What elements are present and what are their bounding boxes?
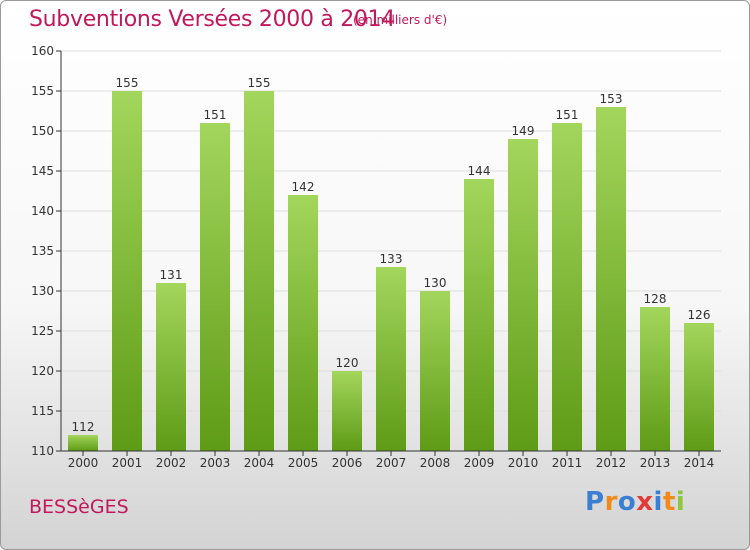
logo-letter: x [636, 487, 654, 517]
data-label-2013: 128 [644, 292, 667, 306]
data-label-2009: 144 [468, 164, 491, 178]
y-tick-label: 135 [31, 244, 54, 258]
bars: 112 155 131 151 155 142 120 133 130 144 149 151 153 1… [68, 76, 714, 451]
x-tick-label: 2007 [376, 456, 407, 470]
y-tick-label: 120 [31, 364, 54, 378]
x-tick-label: 2000 [68, 456, 99, 470]
logo-letter: P [585, 487, 605, 517]
bar-2008 [420, 291, 450, 451]
data-label-2003: 151 [204, 108, 227, 122]
data-label-2011: 151 [556, 108, 579, 122]
y-tick-label: 110 [31, 444, 54, 458]
x-tick-label: 2003 [200, 456, 231, 470]
bar-2007 [376, 267, 406, 451]
x-tick-label: 2001 [112, 456, 143, 470]
y-tick-label: 130 [31, 284, 54, 298]
bar-2013 [640, 307, 670, 451]
bar-2003 [200, 123, 230, 451]
x-tick-label: 2005 [288, 456, 319, 470]
bar-2000 [68, 435, 98, 451]
y-tick-label: 125 [31, 324, 54, 338]
bar-2006 [332, 371, 362, 451]
y-tick-label: 150 [31, 124, 54, 138]
chart-title: Subventions Versées 2000 à 2014 [29, 7, 396, 32]
x-tick-label: 2013 [640, 456, 671, 470]
y-tick-label: 145 [31, 164, 54, 178]
x-tick-label: 2010 [508, 456, 539, 470]
y-tick-label: 160 [31, 44, 54, 58]
y-tick-label: 115 [31, 404, 54, 418]
bar-2004 [244, 91, 274, 451]
data-label-2001: 155 [116, 76, 139, 90]
bar-2012 [596, 107, 626, 451]
x-tick-label: 2014 [684, 456, 715, 470]
x-tick-label: 2004 [244, 456, 275, 470]
bar-2001 [112, 91, 142, 451]
commune-name: BESSèGES [29, 496, 129, 518]
data-label-2007: 133 [380, 252, 403, 266]
bar-2005 [288, 195, 318, 451]
logo-letter: i [675, 487, 686, 517]
x-tick-label: 2012 [596, 456, 627, 470]
data-label-2004: 155 [248, 76, 271, 90]
logo-letter: i [653, 487, 663, 517]
data-label-2010: 149 [512, 124, 535, 138]
data-label-2006: 120 [336, 356, 359, 370]
logo-letter: o [617, 487, 637, 517]
x-tick-label: 2008 [420, 456, 451, 470]
bar-2010 [508, 139, 538, 451]
y-tick-label: 155 [31, 84, 54, 98]
logo-letter: t [662, 487, 676, 517]
data-label-2012: 153 [600, 92, 623, 106]
x-tick-label: 2006 [332, 456, 363, 470]
logo-letter: r [604, 487, 618, 517]
axes: 110 115 120 125 130 135 140 145 150 155 160 2000 200… [31, 44, 721, 470]
data-label-2005: 142 [292, 180, 315, 194]
bar-2009 [464, 179, 494, 451]
data-label-2014: 126 [688, 308, 711, 322]
data-label-2000: 112 [72, 420, 95, 434]
y-tick-label: 140 [31, 204, 54, 218]
data-label-2008: 130 [424, 276, 447, 290]
chart-unit-note: (en milliers d'€) [353, 13, 448, 27]
x-tick-label: 2009 [464, 456, 495, 470]
proxiti-logo[interactable]: Proxiti [585, 487, 685, 517]
data-label-2002: 131 [160, 268, 183, 282]
x-tick-label: 2002 [156, 456, 187, 470]
bar-2011 [552, 123, 582, 451]
bar-2014 [684, 323, 714, 451]
x-tick-label: 2011 [552, 456, 583, 470]
bar-2002 [156, 283, 186, 451]
